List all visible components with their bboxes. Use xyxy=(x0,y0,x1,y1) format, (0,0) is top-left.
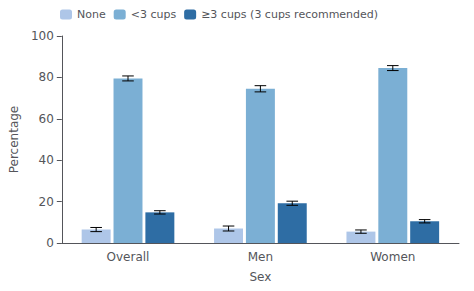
svg-text:≥3 cups (3 cups recommended): ≥3 cups (3 cups recommended) xyxy=(201,8,378,21)
svg-text:<3 cups: <3 cups xyxy=(131,8,177,21)
svg-text:100: 100 xyxy=(31,29,54,43)
svg-text:40: 40 xyxy=(39,153,54,167)
svg-text:20: 20 xyxy=(39,195,54,209)
svg-text:Overall: Overall xyxy=(107,250,150,264)
svg-text:0: 0 xyxy=(46,236,54,250)
svg-text:Percentage: Percentage xyxy=(7,106,21,174)
svg-text:None: None xyxy=(77,8,106,21)
svg-text:60: 60 xyxy=(39,112,54,126)
svg-text:80: 80 xyxy=(39,70,54,84)
svg-text:Sex: Sex xyxy=(249,270,271,284)
svg-text:Men: Men xyxy=(248,250,273,264)
svg-text:Women: Women xyxy=(370,250,415,264)
